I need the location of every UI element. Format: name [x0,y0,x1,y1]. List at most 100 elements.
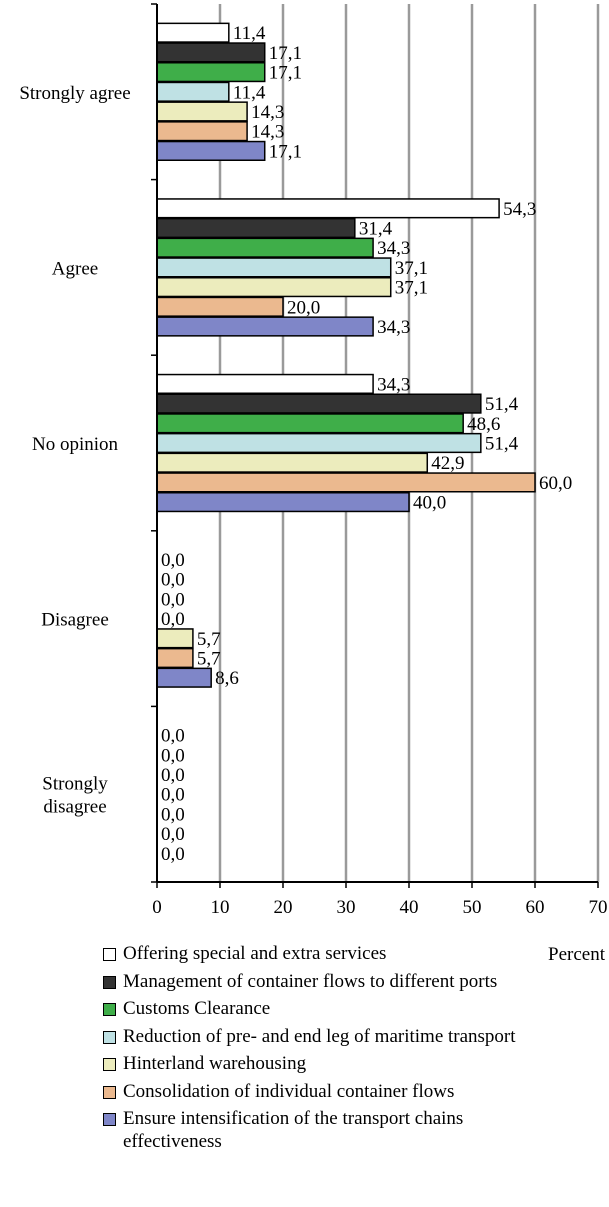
bar [156,628,194,649]
bar [156,42,266,63]
data-label: 0,0 [161,765,185,786]
data-label: 0,0 [161,726,185,747]
legend-item: Hinterland warehousing [103,1053,603,1076]
bar [156,277,392,298]
bar [156,217,356,239]
x-tick-label: 40 [400,897,419,918]
data-label: 14,3 [251,102,284,123]
legend-label: Ensure intensification of the transport … [123,1108,464,1129]
data-label: 20,0 [287,297,320,318]
legend-label: Customs Clearance [123,998,271,1019]
data-label: 51,4 [485,394,519,415]
data-label: 42,9 [431,453,464,474]
x-tick-label: 50 [463,897,482,918]
bar [156,492,410,513]
data-label: 0,0 [161,589,185,610]
legend-swatch [103,1003,116,1016]
data-label: 0,0 [161,785,185,806]
bar [156,647,194,669]
data-label: 60,0 [539,473,572,494]
data-label: 37,1 [395,258,428,279]
bar [156,296,284,317]
data-label: 0,0 [161,609,185,630]
data-label: 0,0 [161,804,185,825]
y-category-label: Strongly disagree [42,774,108,818]
data-label: 0,0 [161,550,185,571]
legend-swatch [103,975,116,989]
bar [156,257,392,278]
axes: 0 10 20 30 40 50 60 70 Strongly agree Agree No opi… [19,3,608,918]
x-tick-label: 0 [152,897,162,918]
legend-item: Consolidation of individual container fl… [103,1081,603,1104]
x-tick-label: 10 [211,897,230,918]
legend-label: Management of container flows to differe… [123,970,498,992]
x-tick-label: 70 [589,897,608,918]
data-label: 37,1 [395,278,428,299]
data-label: 14,3 [251,122,284,143]
category-group: 0,00,00,00,00,00,00,0 [161,726,185,865]
data-label: 34,3 [377,238,410,259]
legend-label: Hinterland warehousing [123,1053,307,1074]
data-label: 31,4 [359,219,393,240]
y-category-label: Disagree [41,610,109,631]
bar [156,413,464,434]
data-label: 51,4 [485,434,519,455]
legend-swatch [103,1058,116,1071]
data-label: 5,7 [197,649,221,670]
legend-label: Consolidation of individual container fl… [123,1080,455,1102]
data-label: 8,6 [215,668,239,689]
data-label: 5,7 [197,629,221,650]
legend-item: Reduction of pre- and end leg of maritim… [103,1026,603,1049]
bar [156,62,266,83]
bar [156,452,429,473]
data-label: 0,0 [161,844,185,865]
bar [156,22,230,43]
bar [156,140,266,162]
data-label: 48,6 [467,414,500,435]
data-label: 17,1 [269,141,302,162]
y-category-label: Strongly agree [19,83,130,104]
category-group: 0,00,00,00,05,75,78,6 [156,550,239,689]
bar [156,667,212,688]
bar [156,198,500,219]
data-label: 0,0 [161,745,185,766]
legend: Offering special and extra services Manag… [103,943,603,1158]
legend-swatch [103,1113,116,1126]
bar [156,472,536,493]
category-group: 11,417,117,111,414,314,317,1 [156,22,302,162]
data-label: 54,3 [503,199,536,220]
x-tick-label: 60 [526,897,545,918]
bar [156,121,248,142]
data-label: 34,3 [377,374,410,395]
x-tick-label: 20 [274,897,293,918]
legend-swatch [103,1030,116,1044]
y-category-label: No opinion [32,434,119,455]
legend-item: Management of container flows to differe… [103,971,603,994]
bar [156,432,482,454]
category-group: 34,3 51,448,651,4 42,9 60,0 40,0 [156,373,572,514]
data-label: 34,3 [377,317,410,338]
bar-chart: 11,417,117,111,414,314,317,154,331,434,3… [19,3,608,965]
bar [156,237,374,258]
data-label: 17,1 [269,63,302,84]
bar [156,81,230,102]
bar [156,316,374,337]
legend-item: Offering special and extra services [103,943,603,966]
data-label: 40,0 [413,493,446,514]
legend-label: Offering special and extra services [123,943,387,964]
bar [156,393,482,414]
legend-item: Ensure intensification of the transport … [103,1108,603,1153]
legend-label: effectiveness [123,1130,222,1152]
legend-swatch [103,1085,116,1099]
data-label: 0,0 [161,570,185,591]
y-category-label: Agree [52,258,98,279]
bar [156,101,248,122]
data-label: 0,0 [161,824,185,845]
data-label: 17,1 [269,43,302,64]
legend-item: Customs Clearance [103,998,603,1021]
legend-swatch [103,948,116,961]
category-group: 54,331,434,337,137,120,034,3 [156,198,536,338]
data-label: 11,4 [233,82,266,103]
data-label: 11,4 [233,23,266,44]
x-tick-label: 30 [337,897,356,918]
